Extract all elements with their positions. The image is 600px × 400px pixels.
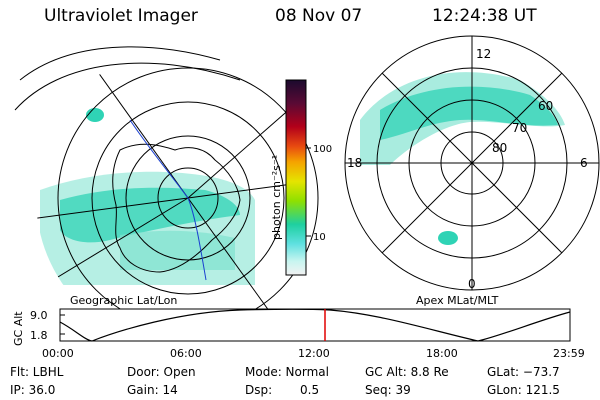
mlat-80: 80: [492, 141, 507, 155]
gcalt-info: GC Alt: 8.8 Re: [365, 365, 449, 379]
time-label: 12:24:38 UT: [432, 6, 537, 26]
colorbar: 100 10 photon cm⁻²s⁻¹: [270, 79, 332, 276]
mlat-60: 60: [538, 99, 553, 113]
seq-info: Seq: 39: [365, 383, 411, 397]
polar-plot: 12 18 6 0 60 70 80: [344, 35, 600, 291]
mlt-6: 6: [580, 156, 588, 170]
left-caption: Geographic Lat/Lon: [70, 294, 177, 307]
mlt-18: 18: [347, 156, 362, 170]
colorbar-unit-label: photon cm⁻²s⁻¹: [270, 155, 283, 240]
glat-info: GLat: −73.7: [487, 365, 560, 379]
polar-patch: [438, 231, 458, 245]
dsp-value: 0.5: [300, 383, 320, 397]
aurora-patch: [86, 108, 104, 122]
ytick-1-8: 1.8: [30, 329, 48, 342]
xtick-1200: 12:00: [298, 347, 330, 360]
mlt-12: 12: [476, 47, 491, 61]
flt-info: Flt: LBHL: [10, 365, 64, 379]
mode-info: Mode: Normal: [245, 365, 329, 379]
orbit-plot: GC Alt 9.0 1.8 00:00 06:00 12:00 18:00 2…: [12, 308, 585, 360]
xtick-0600: 06:00: [170, 347, 202, 360]
xtick-2359: 23:59: [553, 347, 585, 360]
mlat-70: 70: [512, 121, 527, 135]
ytick-9: 9.0: [30, 309, 48, 322]
colorbar-tick-10: 10: [313, 232, 326, 243]
ip-info: IP: 36.0: [10, 383, 56, 397]
orbit-track: [129, 119, 207, 281]
xtick-0000: 00:00: [42, 347, 74, 360]
dsp-label: Dsp:: [245, 383, 273, 397]
coastline: [112, 143, 241, 273]
gc-alt-ylabel: GC Alt: [12, 311, 25, 346]
date-label: 08 Nov 07: [275, 6, 363, 26]
colorbar-tick-100: 100: [313, 144, 332, 155]
gain-info: Gain: 14: [127, 383, 178, 397]
xtick-1800: 18:00: [426, 347, 458, 360]
glon-info: GLon: 121.5: [487, 383, 560, 397]
right-caption: Apex MLat/MLT: [416, 294, 499, 307]
instrument-title: Ultraviolet Imager: [44, 6, 198, 26]
door-info: Door: Open: [127, 365, 196, 379]
altitude-curve: [59, 308, 571, 342]
mlt-0: 0: [468, 277, 476, 291]
